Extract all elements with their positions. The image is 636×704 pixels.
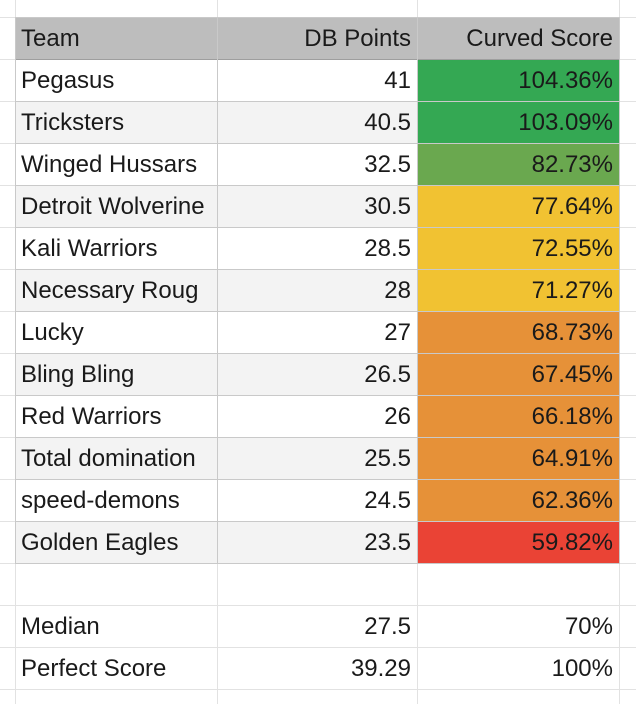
table-row-border [15, 479, 619, 480]
summary-curved-score-cell[interactable]: 100% [551, 655, 613, 682]
summary-label-cell[interactable]: Median [21, 613, 100, 640]
table-row-border [15, 17, 619, 18]
table-row-border [15, 395, 619, 396]
team-name-cell[interactable]: Tricksters [15, 102, 217, 144]
table-row-border [15, 143, 619, 144]
curved-score-cell[interactable]: 67.45% [417, 354, 619, 396]
table-row-border [15, 227, 619, 228]
team-name-cell[interactable]: Bling Bling [15, 354, 217, 396]
db-points-cell[interactable]: 32.5 [364, 151, 411, 178]
gridline-horizontal [0, 647, 636, 648]
header-cell-curved-score[interactable]: Curved Score [417, 18, 619, 60]
team-name-cell[interactable]: Total domination [15, 438, 217, 480]
summary-db-points-cell[interactable]: 27.5 [364, 613, 411, 640]
db-points-cell[interactable]: 25.5 [217, 438, 417, 480]
curved-score-cell[interactable]: 64.91% [417, 438, 619, 480]
db-points-cell[interactable]: 26.5 [217, 354, 417, 396]
curved-score-cell[interactable]: 103.09% [417, 102, 619, 144]
db-points-cell[interactable]: 40.5 [217, 102, 417, 144]
curved-score-cell[interactable]: 71.27% [417, 270, 619, 312]
summary-label-cell[interactable]: Perfect Score [21, 655, 167, 682]
table-row-border [15, 521, 619, 522]
gridline-horizontal [0, 605, 636, 606]
curved-score-cell[interactable]: 77.64% [417, 186, 619, 228]
table-row-border [15, 101, 619, 102]
team-name-cell[interactable]: Red Warriors [21, 403, 162, 430]
table-row-border [15, 185, 619, 186]
curved-score-cell[interactable]: 66.18% [417, 396, 619, 438]
db-points-cell[interactable]: 28.5 [364, 235, 411, 262]
curved-score-cell[interactable]: 62.36% [417, 480, 619, 522]
db-points-cell[interactable]: 24.5 [364, 487, 411, 514]
db-points-cell[interactable]: 41 [384, 67, 411, 94]
db-points-cell[interactable]: 23.5 [217, 522, 417, 564]
team-name-cell[interactable]: Lucky [21, 319, 84, 346]
db-points-cell[interactable]: 30.5 [217, 186, 417, 228]
team-name-cell[interactable]: Necessary Roug [15, 270, 217, 312]
summary-curved-score-cell[interactable]: 70% [564, 613, 613, 640]
team-name-cell[interactable]: Pegasus [21, 67, 115, 94]
table-row-border [15, 311, 619, 312]
team-name-cell[interactable]: Winged Hussars [21, 151, 198, 178]
table-column-border [15, 17, 16, 564]
db-points-cell[interactable]: 27 [384, 319, 411, 346]
db-points-cell[interactable]: 26 [384, 403, 411, 430]
curved-score-cell[interactable]: 72.55% [417, 228, 619, 270]
curved-score-cell[interactable]: 68.73% [417, 312, 619, 354]
db-points-cell[interactable]: 28 [217, 270, 417, 312]
table-column-border [217, 17, 218, 564]
team-name-cell[interactable]: Golden Eagles [15, 522, 217, 564]
gridline-horizontal [0, 689, 636, 690]
curved-score-cell[interactable]: 59.82% [417, 522, 619, 564]
summary-db-points-cell[interactable]: 39.29 [350, 655, 411, 682]
curved-score-cell[interactable]: 104.36% [417, 60, 619, 102]
table-row-border [15, 563, 619, 564]
table-row-border [15, 59, 619, 60]
table-row-border [15, 269, 619, 270]
team-name-cell[interactable]: speed-demons [21, 487, 180, 514]
curved-score-cell[interactable]: 82.73% [417, 144, 619, 186]
table-column-border [619, 17, 620, 564]
table-row-border [15, 437, 619, 438]
table-row-border [15, 353, 619, 354]
team-name-cell[interactable]: Kali Warriors [21, 235, 158, 262]
header-cell-db-points[interactable]: DB Points [217, 18, 417, 60]
table-column-border [417, 17, 418, 564]
team-name-cell[interactable]: Detroit Wolverine [15, 186, 217, 228]
header-cell-team[interactable]: Team [15, 18, 217, 60]
